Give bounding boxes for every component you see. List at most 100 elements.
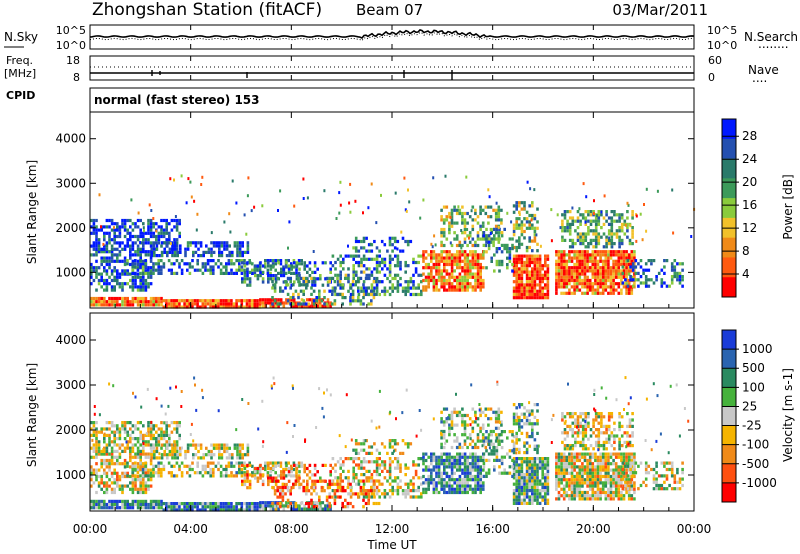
heatmap-cell [432, 250, 436, 254]
heatmap-cell [207, 250, 211, 254]
heatmap-cell [178, 222, 181, 226]
heatmap-cell [186, 443, 190, 447]
heatmap-cell [311, 473, 314, 477]
heatmap-cell [155, 506, 158, 510]
heatmap-cell [194, 443, 198, 447]
heatmap-cell [110, 244, 114, 248]
heatmap-cell [121, 241, 124, 245]
heatmap-cell [476, 256, 480, 260]
heatmap-cell [536, 249, 539, 253]
heatmap-cell [289, 276, 292, 280]
heatmap-cell [456, 288, 459, 292]
heatmap-cell [466, 282, 469, 286]
heatmap-cell [134, 285, 137, 289]
heatmap-cell [321, 304, 325, 308]
heatmap-cell [453, 208, 456, 212]
heatmap-cell [463, 250, 467, 254]
heatmap-cell [474, 474, 477, 479]
heatmap-cell [142, 446, 145, 450]
heatmap-cell [277, 304, 280, 308]
heatmap-cell [166, 443, 169, 447]
heatmap-cell [607, 253, 610, 257]
heatmap-cell [92, 481, 96, 485]
heatmap-cell [118, 303, 122, 307]
heatmap-cell [152, 225, 155, 229]
heatmap-cell [352, 448, 355, 452]
heatmap-cell [152, 241, 155, 245]
heatmap-cell [131, 487, 135, 491]
heatmap-cell [243, 264, 247, 268]
heatmap-cell [458, 490, 462, 495]
heatmap-cell [443, 266, 446, 270]
heatmap-cell [95, 499, 98, 503]
heatmap-cell [533, 296, 537, 300]
heatmap-cell [570, 250, 574, 254]
heatmap-cell [396, 280, 400, 284]
heatmap-cell [274, 482, 278, 487]
heatmap-cell [357, 466, 361, 470]
heatmap-cell [240, 461, 244, 465]
heatmap-cell [186, 446, 190, 450]
heatmap-cell [233, 446, 237, 450]
heatmap-cell [420, 292, 423, 297]
heatmap-cell [339, 473, 342, 477]
heatmap-cell [391, 492, 394, 496]
heatmap-cell [246, 250, 250, 254]
heatmap-cell [152, 231, 155, 235]
heatmap-cell [562, 272, 566, 276]
heatmap-cell [533, 403, 537, 407]
heatmap-cell [453, 259, 456, 263]
heatmap-cell [100, 452, 103, 456]
heatmap-cell [391, 257, 394, 261]
heatmap-cell [388, 286, 392, 290]
heatmap-cell [523, 217, 526, 221]
heatmap-cell [95, 440, 98, 444]
heatmap-cell [271, 259, 275, 263]
heatmap-cell [448, 487, 451, 491]
heatmap-cell [637, 271, 640, 275]
heatmap-cell [256, 505, 259, 509]
heatmap-cell [515, 482, 518, 486]
heatmap-cell [570, 471, 574, 475]
heatmap-cell [476, 237, 480, 241]
heatmap-cell [555, 487, 558, 491]
heatmap-cell [673, 268, 677, 272]
heatmap-cell [560, 269, 563, 273]
heatmap-cell [422, 250, 425, 254]
heatmap-cell [458, 262, 462, 267]
heatmap-cell [126, 443, 129, 447]
heatmap-cell [246, 486, 249, 490]
heatmap-cell [500, 234, 504, 238]
heatmap-cell [336, 460, 340, 464]
heatmap-cell [373, 469, 376, 473]
heatmap-cell [175, 241, 179, 245]
heatmap-cell [323, 289, 326, 293]
heatmap-cell [461, 462, 464, 466]
heatmap-cell [560, 285, 563, 289]
heatmap-cell [458, 211, 462, 216]
heatmap-cell [525, 257, 529, 261]
heatmap-cell [417, 286, 420, 290]
heatmap-cell [442, 407, 446, 411]
heatmap-cell [515, 463, 518, 467]
heatmap-cell [344, 476, 348, 480]
heatmap-cell [456, 455, 459, 459]
heatmap-cell [440, 215, 443, 219]
heatmap-cell [118, 244, 122, 248]
heatmap-cell [157, 271, 160, 275]
heatmap-cell [183, 502, 186, 506]
heatmap-cell [92, 433, 96, 437]
heatmap-cell [336, 273, 340, 277]
heatmap-cell [512, 223, 516, 227]
heatmap-cell [531, 257, 534, 261]
heatmap-cell [354, 249, 358, 253]
heatmap-cell [126, 228, 129, 232]
heatmap-cell [157, 241, 161, 245]
heatmap-cell [241, 479, 244, 483]
heatmap-cell [437, 269, 441, 273]
heatmap-cell [520, 233, 524, 237]
heatmap-cell [142, 437, 145, 441]
heatmap-cell [489, 215, 493, 219]
heatmap-cell [538, 501, 542, 505]
heatmap-cell [95, 250, 98, 254]
